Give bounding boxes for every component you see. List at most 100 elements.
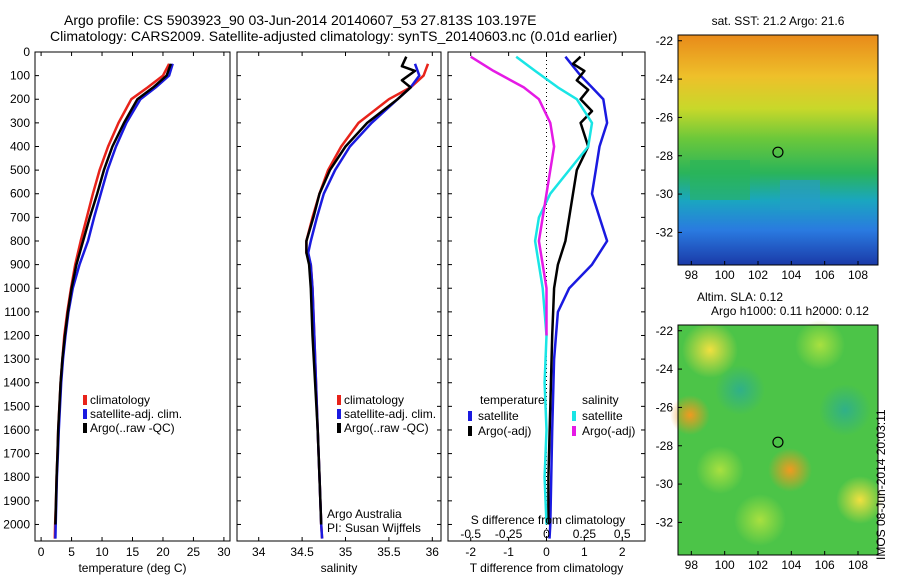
x-tick-label: 5: [68, 545, 75, 559]
legend-title: salinity: [582, 393, 619, 407]
y-tick-label: 1900: [3, 494, 30, 508]
y-tick-label: 1300: [3, 352, 30, 366]
legend-swatch: [572, 411, 576, 421]
map-subtitle: Argo h1000: 0.11 h2000: 0.12: [711, 304, 869, 318]
salinity-frame: [236, 51, 442, 542]
x-tick-label: 20: [156, 545, 170, 559]
sla-blob: [715, 365, 765, 415]
y-tick-label: 100: [10, 69, 30, 83]
x-tick-label: 25: [187, 545, 201, 559]
difference-plot: -2 -1 0 1 2 T difference from climatology -0.5…: [447, 51, 646, 575]
series-line: [548, 55, 609, 539]
y-tick-label: -32: [656, 515, 674, 529]
x-tick-label: 15: [126, 545, 140, 559]
x-top-tick-label: -0.5: [460, 527, 481, 541]
sst-patch: [780, 180, 820, 210]
sla-blob: [670, 395, 710, 435]
argo-location-marker: [772, 436, 784, 448]
legend-label: Argo(-adj): [478, 424, 531, 438]
legend-swatch: [468, 426, 472, 436]
sst-field: [678, 35, 878, 265]
y-tick-label: 400: [10, 139, 30, 153]
y-tick-label: -30: [656, 477, 674, 491]
temperature-plot: 0 5 10 15 20 25 30 temperature (deg C) 0 100 200 30…: [3, 45, 231, 575]
x-tick-label: 36: [426, 545, 440, 559]
y-tick-label: 700: [10, 210, 30, 224]
series-line: [305, 56, 417, 525]
imos-stamp: IMOS 08-Jun-2014 20:03:11: [874, 409, 888, 560]
x-top-tick-label: 0.25: [573, 527, 597, 541]
legend-swatch: [337, 395, 341, 405]
x-tick-label: 100: [715, 558, 735, 572]
x-tick-label: 102: [748, 558, 768, 572]
x-tick-label: 104: [781, 558, 801, 572]
x-tick-label: 98: [685, 268, 699, 282]
y-tick-label: -28: [656, 439, 674, 453]
x-top-tick-label: -0.25: [495, 527, 523, 541]
title-line-2: Climatology: CARS2009. Satellite-adjuste…: [50, 28, 618, 44]
legend-swatch: [468, 411, 472, 421]
y-tick-label: -24: [656, 362, 674, 376]
legend-label: satellite-adj. clim.: [90, 407, 182, 421]
x-tick-label: 35.5: [377, 545, 401, 559]
x-tick-label: 104: [781, 268, 801, 282]
x-axis-label: temperature (deg C): [78, 561, 186, 575]
temperature-frame: [34, 51, 231, 542]
title-line-1: Argo profile: CS 5903923_90 03-Jun-2014 …: [64, 12, 537, 28]
y-tick-label: 900: [10, 258, 30, 272]
y-tick-label: -24: [656, 72, 674, 86]
sla-blob: [734, 494, 786, 546]
y-tick-label: 1100: [4, 305, 30, 319]
y-tick-label: -28: [656, 149, 674, 163]
sla-blob: [795, 320, 845, 370]
y-tick-label: 800: [10, 234, 30, 248]
series-line: [306, 63, 421, 539]
x-tick-label: 34.5: [290, 545, 314, 559]
x-top-tick-label: 0: [543, 527, 550, 541]
sst-map-frame: [677, 34, 879, 266]
sla-map-frame: [677, 324, 879, 556]
argo-location-marker: [772, 146, 784, 158]
x-tick-label: 10: [95, 545, 109, 559]
legend-label: climatology: [344, 393, 404, 407]
map-title: Altim. SLA: 0.12: [697, 290, 783, 304]
sla-blob: [696, 446, 744, 494]
x-tick-label: 108: [848, 558, 868, 572]
y-tick-label: -26: [656, 110, 674, 124]
legend-swatch: [572, 426, 576, 436]
legend-swatch: [337, 423, 341, 433]
x-tick-label: 106: [815, 558, 835, 572]
legend-label: Argo(..raw -QC): [90, 421, 175, 435]
legend-swatch: [83, 423, 87, 433]
map-title: sat. SST: 21.2 Argo: 21.6: [712, 14, 845, 28]
x-tick-label: 100: [715, 268, 735, 282]
sla-blob: [768, 448, 812, 492]
salinity-plot: 34 34.5 35 35.5 36 salinity climatologysatelli…: [236, 51, 442, 575]
y-tick-label: 1400: [3, 376, 30, 390]
x-tick-label: 0: [543, 545, 550, 559]
series-line: [54, 63, 173, 525]
x-tick-label: -2: [465, 545, 476, 559]
x-tick-label: 34: [252, 545, 266, 559]
x-axis-label: salinity: [321, 561, 358, 575]
y-tick-label: 300: [10, 116, 30, 130]
x-axis-label: T difference from climatology: [470, 561, 624, 575]
x-tick-label: 2: [619, 545, 626, 559]
sla-map: 98 100 102 104 106 108 -22 -24 -26 -28 -30 -32 Altim…: [656, 290, 884, 572]
legend-swatch: [83, 409, 87, 419]
y-tick-label: 1600: [3, 423, 30, 437]
y-tick-label: 1700: [3, 447, 30, 461]
x-top-tick-label: 0.5: [614, 527, 631, 541]
note-line: Argo Australia: [327, 507, 402, 521]
series-line: [305, 63, 430, 539]
y-tick-label: 1000: [3, 281, 30, 295]
x-tick-label: 30: [217, 545, 231, 559]
y-tick-label: 0: [23, 45, 30, 59]
legend-label: Argo(-adj): [582, 424, 635, 438]
sla-blob: [819, 384, 871, 436]
note-line: PI: Susan Wijffels: [327, 521, 421, 535]
series-line: [470, 55, 556, 336]
sst-map: 98 100 102 104 106 108 -22 -24 -26 -28 -30 -32 sat. …: [656, 14, 879, 282]
y-tick-label: -32: [656, 225, 674, 239]
